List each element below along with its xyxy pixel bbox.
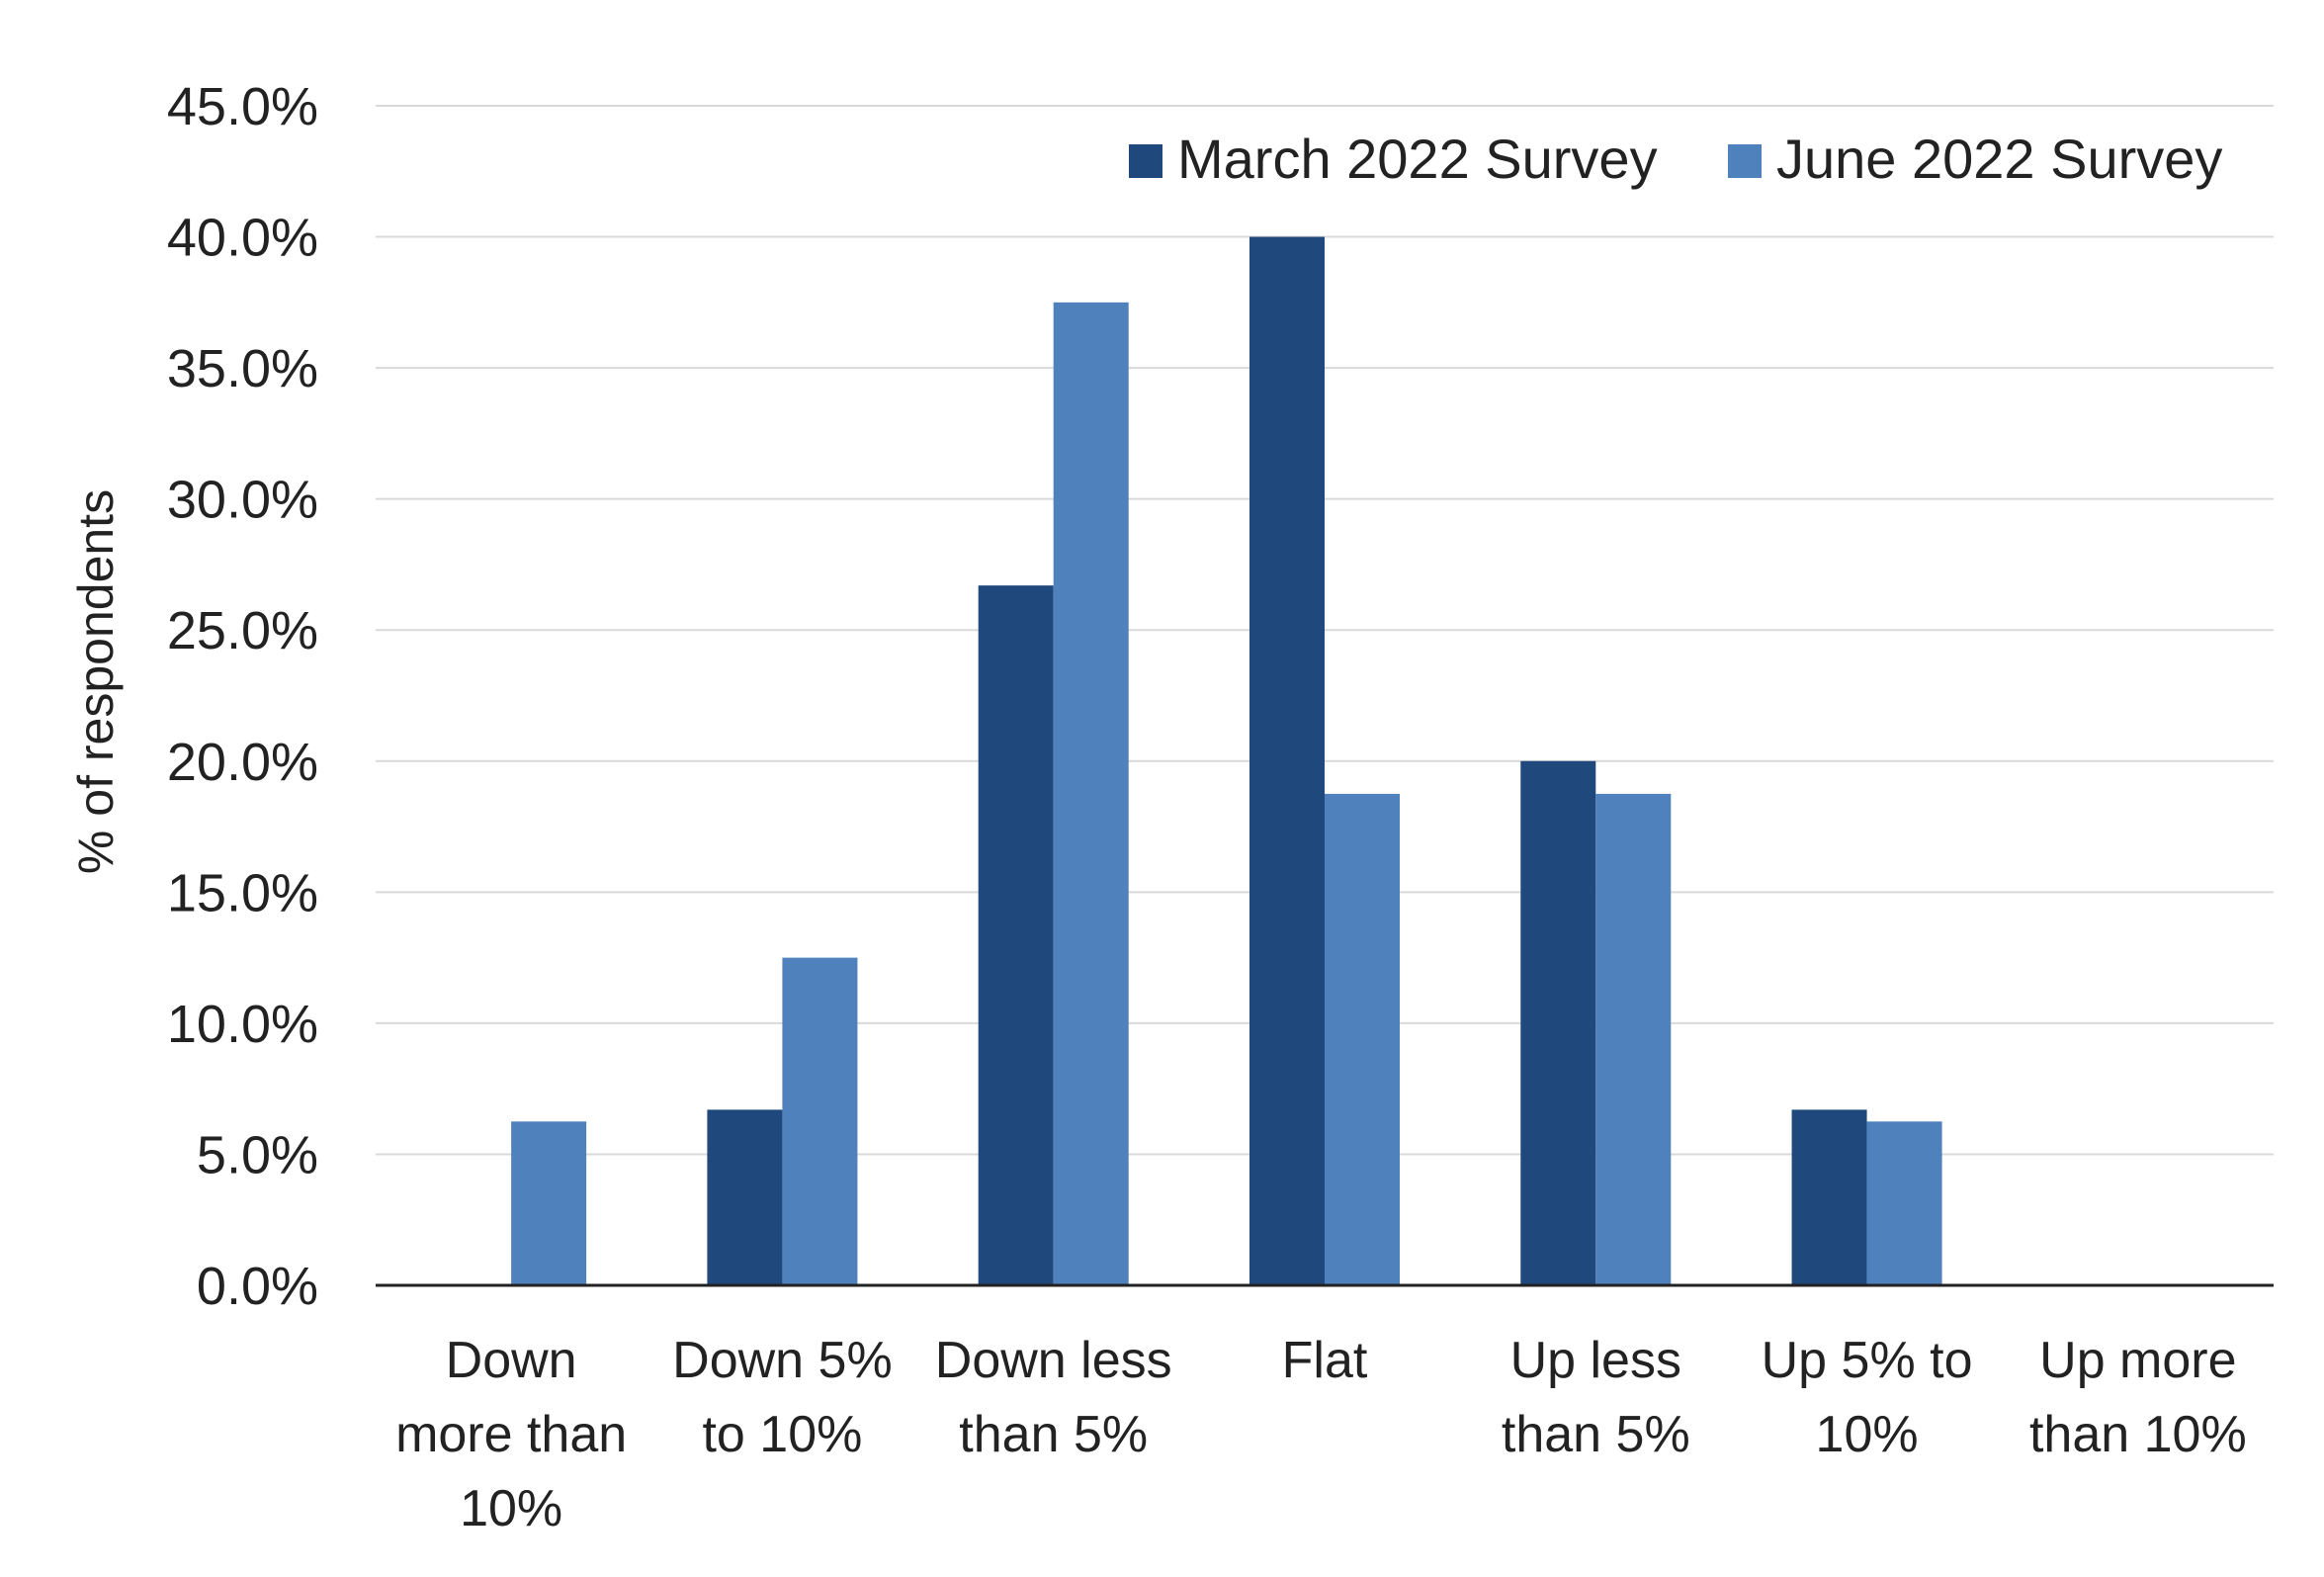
x-category-label: Up 5% to bbox=[1762, 1332, 1973, 1389]
bar-march bbox=[978, 585, 1054, 1285]
x-category-label: Flat bbox=[1282, 1332, 1368, 1389]
x-category-label: than 10% bbox=[2029, 1406, 2247, 1463]
x-category-label: 10% bbox=[1816, 1406, 1919, 1463]
x-category-label: more than bbox=[395, 1406, 627, 1463]
x-category-label: than 5% bbox=[1502, 1406, 1690, 1463]
bar-june bbox=[1866, 1121, 1942, 1285]
y-tick-label: 10.0% bbox=[167, 995, 318, 1054]
x-axis-categories: Down more than 10% Down 5% to 10% Down less th… bbox=[395, 1332, 2247, 1537]
y-tick-label: 35.0% bbox=[167, 339, 318, 398]
y-tick-label: 25.0% bbox=[167, 601, 318, 660]
x-category-label: Up more bbox=[2039, 1332, 2236, 1389]
y-tick-label: 30.0% bbox=[167, 471, 318, 530]
bar-june bbox=[1053, 302, 1129, 1285]
x-category-label: than 5% bbox=[959, 1406, 1148, 1463]
x-category-label: Down less bbox=[935, 1332, 1172, 1389]
y-axis-ticks: 0.0% 5.0% 10.0% 15.0% 20.0% 25.0% 30.0% 35.0% 40… bbox=[167, 77, 318, 1316]
legend: March 2022 Survey June 2022 Survey bbox=[1129, 128, 2222, 190]
y-tick-label: 0.0% bbox=[197, 1257, 318, 1316]
x-category-label: 10% bbox=[460, 1480, 562, 1537]
x-category-label: Down 5% bbox=[672, 1332, 893, 1389]
y-tick-label: 45.0% bbox=[167, 77, 318, 136]
x-category-label: to 10% bbox=[702, 1406, 862, 1463]
x-category-label: Up less bbox=[1510, 1332, 1681, 1389]
y-tick-label: 20.0% bbox=[167, 733, 318, 792]
y-tick-label: 40.0% bbox=[167, 209, 318, 268]
bars bbox=[511, 236, 1942, 1286]
legend-swatch bbox=[1129, 144, 1162, 178]
legend-label: June 2022 Survey bbox=[1776, 128, 2222, 190]
bar-june bbox=[511, 1121, 587, 1285]
bar-march bbox=[1249, 236, 1325, 1286]
y-axis-title: % of respondents bbox=[68, 489, 124, 874]
bar-june bbox=[782, 957, 858, 1285]
y-tick-label: 5.0% bbox=[197, 1125, 318, 1184]
bar-june bbox=[1325, 793, 1400, 1285]
bar-march bbox=[707, 1109, 783, 1285]
bar-june bbox=[1595, 793, 1672, 1285]
x-category-label: Down bbox=[446, 1332, 577, 1389]
legend-swatch bbox=[1728, 144, 1762, 178]
y-tick-label: 15.0% bbox=[167, 863, 318, 922]
bar-march bbox=[1520, 760, 1596, 1285]
legend-label: March 2022 Survey bbox=[1177, 128, 1658, 190]
bar-march bbox=[1791, 1109, 1867, 1285]
